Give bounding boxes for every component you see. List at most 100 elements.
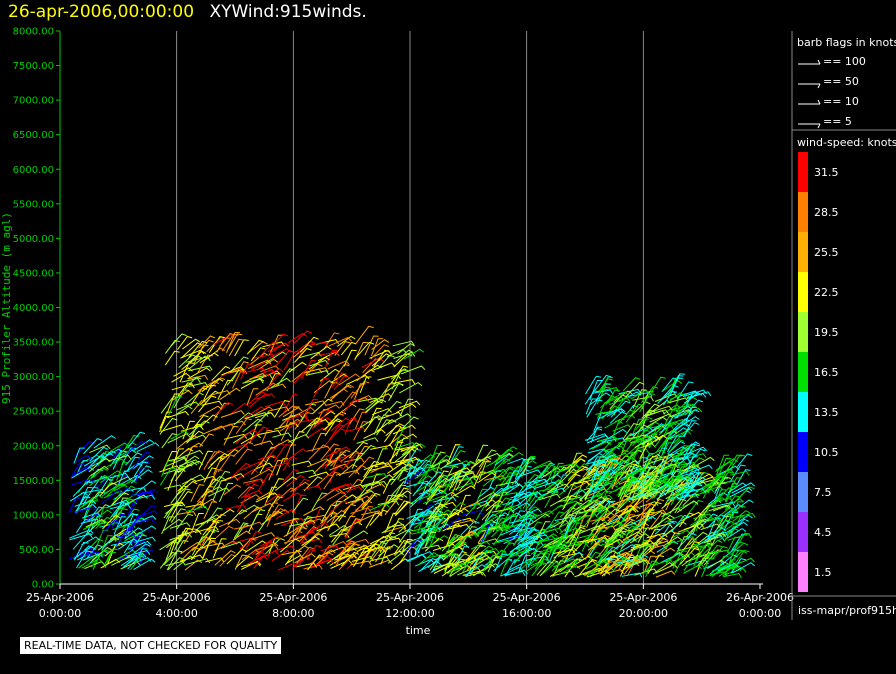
wind-barb (365, 512, 381, 529)
wind-barb (443, 517, 464, 530)
wind-barb (395, 349, 414, 363)
wind-barb (133, 525, 157, 538)
wind-barb (662, 536, 682, 547)
wind-barb (184, 392, 204, 406)
speed-legend-label: 4.5 (814, 526, 832, 539)
wind-barb (513, 485, 536, 497)
wind-barb (222, 473, 245, 481)
wind-barb (418, 551, 439, 566)
wind-barb (592, 494, 613, 502)
wind-barb (173, 389, 190, 409)
wind-barb (316, 523, 340, 532)
wind-barb (250, 459, 268, 475)
wind-barb (648, 512, 667, 531)
wind-barb (731, 482, 756, 494)
wind-barb (119, 552, 140, 560)
wind-barb (599, 376, 613, 393)
wind-barb (95, 478, 114, 498)
wind-barb (559, 462, 579, 468)
wind-barb (455, 485, 476, 496)
wind-barb (268, 459, 283, 481)
wind-barb (729, 486, 753, 498)
wind-barb (315, 409, 335, 427)
wind-barb (418, 560, 442, 573)
wind-barb (328, 524, 349, 536)
wind-barb (677, 461, 697, 467)
wind-barb (445, 537, 459, 555)
wind-barb (652, 514, 675, 529)
wind-barb (646, 532, 668, 539)
wind-barb (273, 518, 299, 526)
wind-barb (354, 341, 375, 360)
wind-barb (125, 515, 144, 535)
wind-barb (390, 365, 409, 384)
wind-barb (564, 507, 587, 520)
wind-barb (80, 488, 106, 494)
wind-barb (340, 515, 356, 535)
wind-barb (255, 544, 279, 551)
wind-barb (369, 534, 392, 545)
wind-barb (650, 483, 671, 495)
wind-barb (74, 506, 97, 513)
wind-barb (655, 570, 676, 578)
wind-barb (381, 521, 403, 534)
wind-barb (568, 511, 584, 527)
wind-barb (661, 379, 683, 393)
wind-barb (355, 325, 374, 344)
wind-barb (399, 381, 423, 394)
wind-barb (527, 535, 540, 553)
wind-barb (596, 543, 614, 559)
wind-barb (544, 491, 559, 509)
wind-barb (479, 461, 492, 480)
wind-barb (111, 492, 129, 506)
wind-barb (403, 466, 417, 485)
wind-barb (89, 465, 109, 477)
wind-barb (393, 351, 416, 359)
wind-barb (577, 538, 598, 544)
wind-barb (730, 470, 750, 476)
wind-barb (456, 546, 470, 562)
barb-legend-label: == 10 (823, 95, 859, 108)
wind-barb (171, 383, 195, 391)
wind-barb (166, 410, 190, 419)
wind-barb (530, 552, 546, 565)
wind-barb (706, 549, 731, 555)
x-tick-label: 20:00:00 (619, 607, 668, 620)
wind-barb (360, 549, 376, 568)
wind-barb (615, 522, 639, 530)
wind-barb (274, 422, 299, 430)
wind-barb (401, 416, 419, 430)
speed-swatch (798, 272, 808, 312)
wind-barb (311, 432, 327, 452)
wind-barb (598, 378, 613, 393)
barb-legend-item: == 5 (798, 115, 852, 129)
wind-barb (613, 460, 627, 482)
wind-barb (180, 349, 205, 359)
wind-barb (655, 513, 670, 532)
x-tick-label: 25-Apr-2006 (26, 591, 94, 604)
wind-barb (370, 338, 384, 357)
wind-barb (266, 373, 283, 391)
wind-barb (399, 446, 419, 464)
speed-legend-label: 13.5 (814, 406, 839, 419)
barb-legend-title: barb flags in knots (797, 36, 896, 49)
wind-barb (82, 486, 99, 505)
wind-barb (590, 558, 608, 578)
wind-barb (319, 368, 340, 382)
wind-barb (101, 483, 124, 497)
wind-barb (714, 506, 735, 521)
wind-barb (331, 372, 347, 388)
wind-barb (553, 558, 578, 568)
x-tick-label: 16:00:00 (502, 607, 551, 620)
wind-barb (478, 452, 501, 462)
wind-barb (257, 358, 279, 371)
wind-barb (662, 404, 681, 415)
wind-barb (240, 461, 265, 471)
wind-barb (668, 482, 690, 493)
wind-barb (457, 566, 481, 576)
wind-barb (369, 541, 387, 560)
x-tick-label: 0:00:00 (739, 607, 781, 620)
wind-barb (530, 558, 551, 567)
wind-barb (209, 469, 223, 485)
wind-barb (603, 529, 622, 548)
